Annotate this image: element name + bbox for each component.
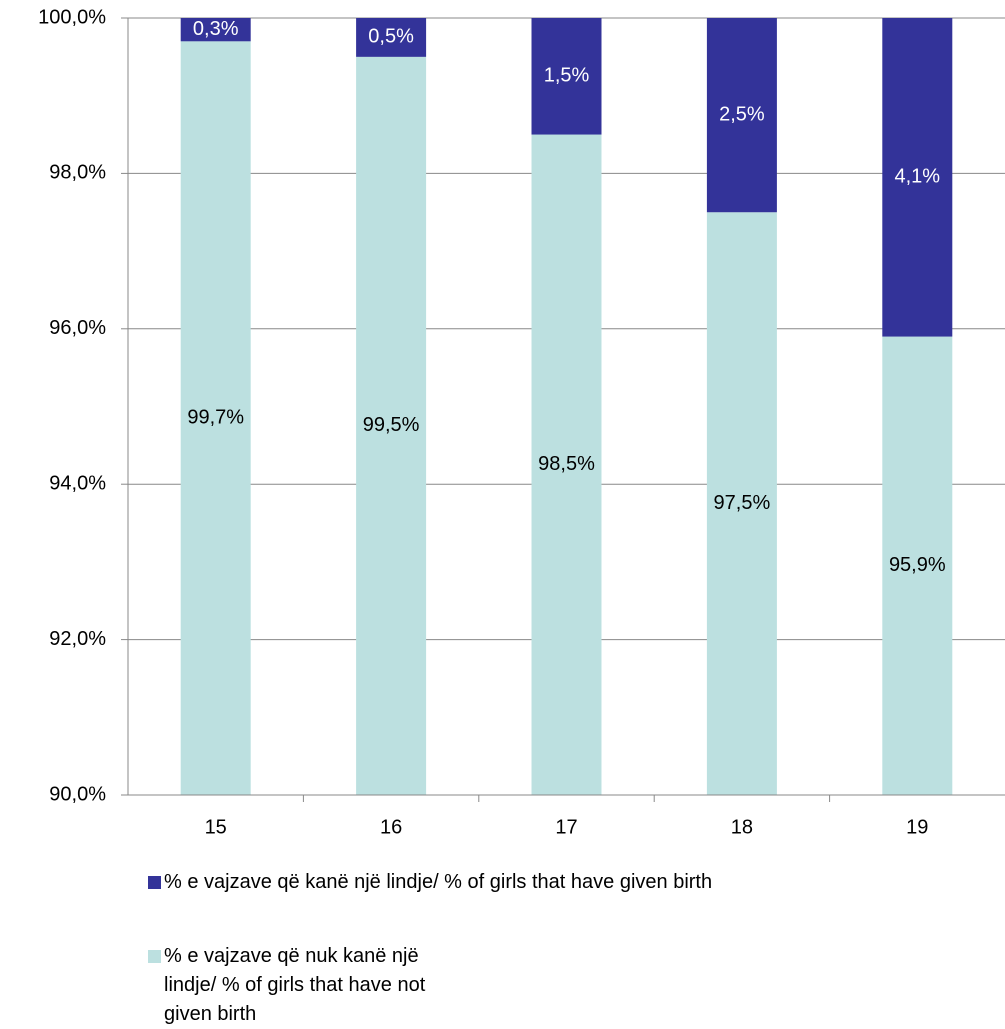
legend-label: % e vajzave që kanë një lindje/ % of gir… (164, 871, 713, 893)
data-label: 0,3% (193, 18, 239, 40)
data-label: 98,5% (538, 453, 595, 475)
data-label: 95,9% (889, 554, 946, 576)
bar-segment (356, 18, 427, 57)
data-label: 4,1% (895, 166, 941, 188)
legend-swatch (148, 876, 161, 889)
legend-swatch (148, 950, 161, 963)
data-label: 2,5% (719, 103, 765, 125)
bar-segment (706, 212, 777, 795)
x-tick-label: 19 (906, 816, 928, 838)
bar-segment (531, 18, 602, 135)
y-tick-label: 90,0% (49, 783, 106, 805)
y-tick-label: 96,0% (49, 317, 106, 339)
bar-segment (882, 18, 953, 337)
data-label: 99,5% (363, 414, 420, 436)
bar-segment (706, 18, 777, 213)
x-tick-label: 16 (380, 816, 402, 838)
bar-segment (356, 56, 427, 796)
page: 90,0% 92,0% 94,0% 96,0% 98,0% 100,0% 15 99,7% 0,… (38, 6, 1005, 1025)
data-label: 97,5% (714, 492, 771, 514)
y-tick-label: 92,0% (49, 628, 106, 650)
bar-segment (531, 134, 602, 796)
bar-segment (180, 41, 251, 796)
y-tick-label: 100,0% (38, 6, 106, 28)
data-label: 99,7% (187, 406, 244, 428)
bar-segment (882, 336, 953, 795)
x-tick-label: 18 (731, 816, 753, 838)
y-tick-label: 98,0% (49, 162, 106, 184)
x-tick-label: 17 (555, 816, 577, 838)
x-tick-label: 15 (205, 816, 227, 838)
legend-label: % e vajzave që nuk kanë një lindje/ % of… (164, 945, 426, 1025)
y-tick-label: 94,0% (49, 472, 106, 494)
data-label: 1,5% (544, 65, 590, 87)
chart: 90,0% 92,0% 94,0% 96,0% 98,0% 100,0% 15 99,7% 0,… (38, 6, 1005, 838)
data-label: 0,5% (368, 26, 414, 48)
bar-segment (180, 18, 251, 42)
